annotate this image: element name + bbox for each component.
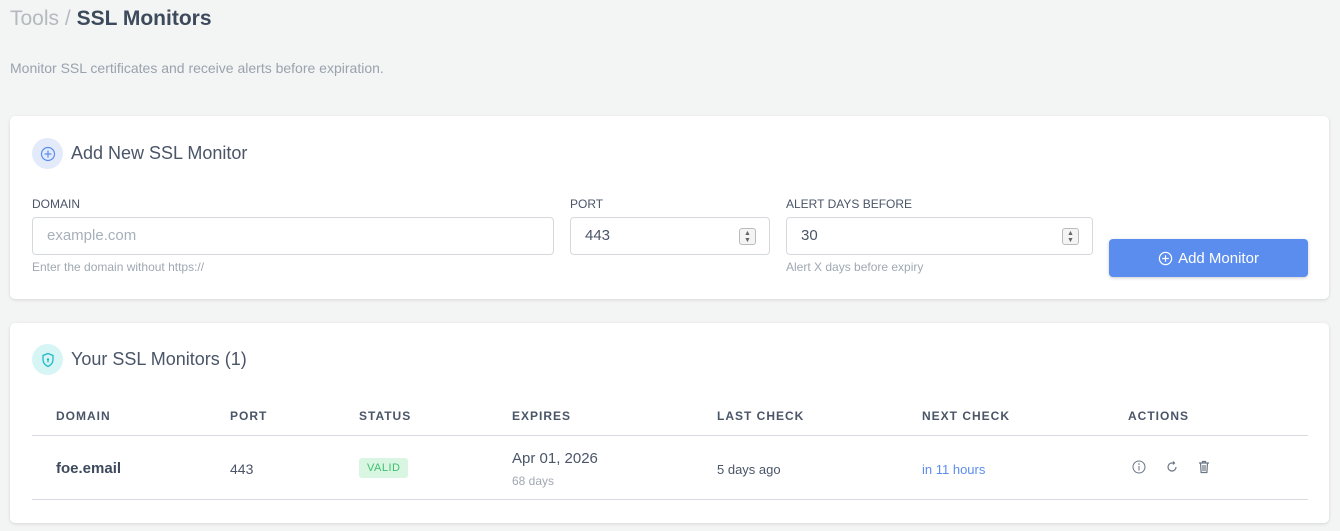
col-actions: ACTIONS: [1128, 409, 1189, 423]
col-expires: EXPIRES: [512, 409, 572, 423]
trash-icon[interactable]: [1197, 460, 1211, 477]
monitors-header: Your SSL Monitors (1): [32, 344, 247, 375]
col-port: PORT: [230, 409, 268, 423]
add-monitor-button[interactable]: Add Monitor: [1109, 239, 1308, 277]
add-monitor-card: Add New SSL Monitor DOMAIN example.com E…: [10, 116, 1329, 299]
row-divider: [32, 499, 1308, 500]
plus-circle-icon: [1158, 251, 1173, 265]
port-stepper[interactable]: ▲ ▼: [739, 228, 756, 245]
refresh-icon[interactable]: [1165, 460, 1179, 477]
alert-days-stepper[interactable]: ▲ ▼: [1062, 228, 1079, 245]
row-last-check: 5 days ago: [717, 462, 781, 477]
header-divider: [32, 435, 1308, 436]
col-domain: DOMAIN: [56, 409, 111, 423]
row-domain: foe.email: [56, 460, 122, 477]
alert-days-input[interactable]: 30 ▲ ▼: [786, 217, 1093, 255]
add-monitor-header: Add New SSL Monitor: [32, 138, 247, 169]
alert-days-label: ALERT DAYS BEFORE: [786, 197, 913, 211]
col-next-check: NEXT CHECK: [922, 409, 1011, 423]
alert-days-value: 30: [801, 227, 818, 244]
monitors-title: Your SSL Monitors (1): [71, 349, 247, 369]
port-label: PORT: [570, 197, 604, 211]
shield-icon: [32, 344, 63, 375]
add-monitor-label: Add Monitor: [1178, 249, 1259, 267]
alert-days-help: Alert X days before expiry: [786, 260, 924, 274]
page-title: SSL Monitors: [76, 7, 212, 30]
page-subtitle: Monitor SSL certificates and receive ale…: [10, 60, 384, 76]
row-expires-in: 68 days: [512, 474, 555, 488]
info-icon[interactable]: [1132, 460, 1146, 477]
domain-label: DOMAIN: [32, 197, 80, 211]
status-badge: VALID: [359, 458, 409, 478]
breadcrumb-parent[interactable]: Tools: [10, 7, 60, 30]
plus-circle-icon: [32, 138, 63, 169]
col-last-check: LAST CHECK: [717, 409, 805, 423]
port-input[interactable]: 443 ▲ ▼: [570, 217, 770, 255]
breadcrumb-separator: /: [64, 7, 71, 30]
monitors-card: Your SSL Monitors (1) DOMAIN PORT STATUS…: [10, 323, 1329, 523]
domain-help: Enter the domain without https://: [32, 260, 205, 274]
row-next-check: in 11 hours: [922, 462, 986, 477]
domain-input[interactable]: example.com: [32, 217, 554, 255]
row-port: 443: [230, 461, 254, 477]
port-value: 443: [585, 227, 611, 244]
add-monitor-title: Add New SSL Monitor: [71, 143, 248, 163]
breadcrumb: Tools / SSL Monitors: [10, 7, 212, 31]
row-expires: Apr 01, 2026: [512, 450, 598, 467]
col-status: STATUS: [359, 409, 412, 423]
